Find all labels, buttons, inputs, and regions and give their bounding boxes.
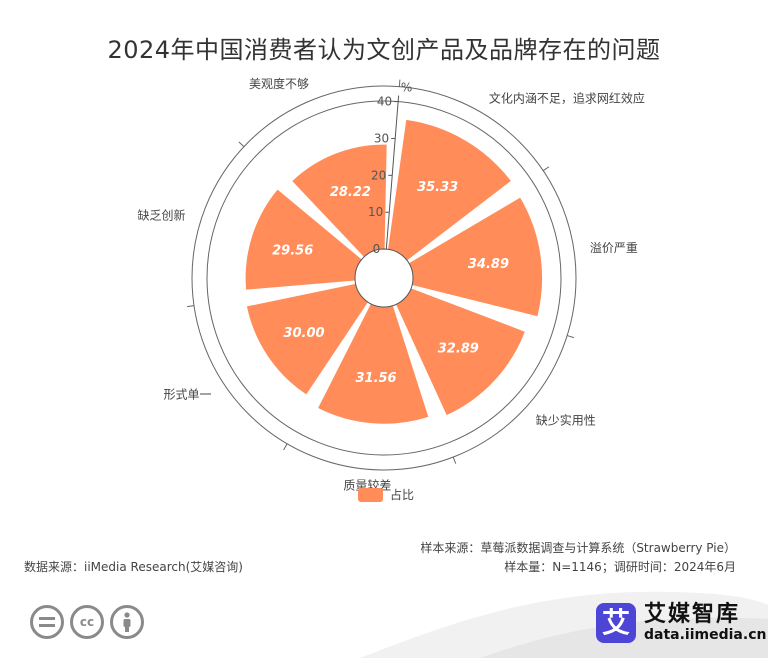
license-icons: cc bbox=[30, 605, 144, 639]
bar-sector bbox=[318, 303, 429, 424]
sample-source-note: 样本来源：草莓派数据调查与计算系统（Strawberry Pie） bbox=[420, 541, 736, 555]
category-label: 美观度不够 bbox=[249, 76, 309, 91]
polar-bar-chart: 0 10 20 30 40% 35.33 34.89 32.89 31.56 30.00 29.56… bbox=[138, 76, 645, 502]
angle-tick bbox=[238, 141, 245, 148]
data-label: 29.56 bbox=[272, 243, 313, 258]
data-label: 28.22 bbox=[330, 185, 371, 200]
data-label: 35.33 bbox=[417, 180, 458, 195]
radial-tick-label: 20 bbox=[371, 168, 386, 182]
brand-domain: data.iimedia.cn bbox=[644, 627, 767, 643]
data-label: 32.89 bbox=[438, 342, 479, 357]
brand-name: 艾媒智库 bbox=[644, 602, 741, 627]
data-label: 34.89 bbox=[468, 257, 509, 272]
data-source-note: 数据来源：iiMedia Research(艾媒咨询) bbox=[24, 560, 243, 574]
angle-axis-ring bbox=[191, 85, 577, 471]
radius-ring bbox=[206, 100, 562, 456]
legend-swatch bbox=[358, 488, 383, 502]
brand: 艾 艾媒智库 data.iimedia.cn bbox=[596, 603, 766, 643]
bar-sector bbox=[245, 189, 362, 290]
inner-circle bbox=[354, 248, 414, 308]
angle-tick bbox=[186, 305, 195, 308]
radial-axis-line bbox=[385, 95, 400, 250]
bar-sector bbox=[396, 288, 525, 416]
bar-sector bbox=[292, 144, 387, 257]
angle-tick bbox=[542, 166, 550, 172]
category-label: 缺乏创新 bbox=[138, 208, 186, 223]
radial-tick-label: 0 bbox=[373, 242, 381, 256]
radial-tick-label: 30 bbox=[374, 131, 389, 145]
legend-label: 占比 bbox=[390, 487, 414, 502]
angle-tick bbox=[398, 79, 401, 87]
sample-info-note: 样本量：N=1146；调研时间：2024年6月 bbox=[504, 560, 736, 574]
person-icon bbox=[110, 605, 144, 639]
radial-tick-label: 40 bbox=[377, 95, 392, 109]
bar-sector bbox=[388, 119, 511, 261]
page-title: 2024年中国消费者认为文创产品及品牌存在的问题 bbox=[107, 36, 661, 64]
category-label: 形式单一 bbox=[164, 387, 212, 401]
angle-tick bbox=[283, 443, 288, 451]
bar-sector bbox=[246, 283, 368, 395]
data-label: 31.56 bbox=[355, 371, 396, 386]
brand-logo: 艾 bbox=[596, 603, 636, 643]
category-label: 文化内涵不足，追求网红效应 bbox=[489, 90, 645, 105]
angle-tick bbox=[567, 335, 575, 339]
radial-tick-label: 10 bbox=[368, 205, 383, 219]
angle-tick bbox=[452, 456, 457, 464]
bar-sector bbox=[408, 197, 543, 317]
category-label: 溢价严重 bbox=[590, 241, 638, 255]
cc-icon: cc bbox=[70, 605, 104, 639]
radial-axis-unit: % bbox=[401, 81, 412, 95]
data-label: 30.00 bbox=[283, 326, 324, 341]
equal-icon bbox=[30, 605, 64, 639]
category-label: 缺少实用性 bbox=[536, 412, 596, 427]
